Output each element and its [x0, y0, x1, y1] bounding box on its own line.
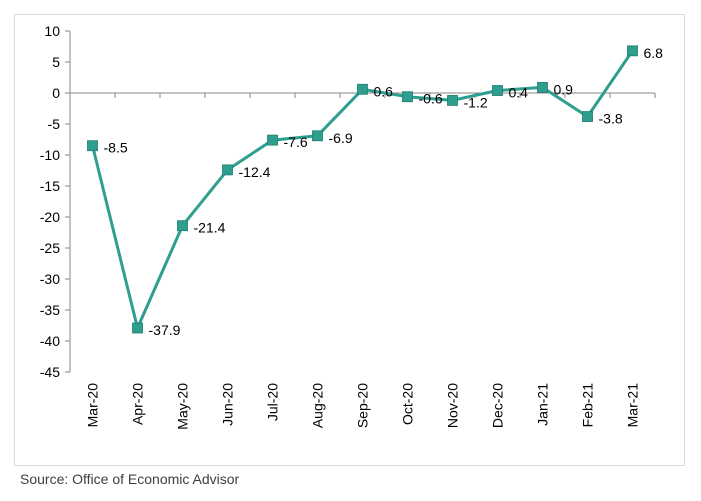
data-point-marker [222, 164, 233, 176]
data-point-marker [312, 130, 323, 142]
y-tick-label: -40 [40, 333, 60, 349]
data-label: 0.6 [374, 83, 394, 99]
x-tick-label: Apr-20 [130, 383, 146, 425]
y-tick-label: -5 [48, 116, 61, 132]
data-label: -7.6 [284, 134, 308, 150]
data-labels: -8.5 -37.9 -21.4 -12.4 -7.6 -6.9 0.6 -0.6 -1.2 0.… [104, 45, 664, 338]
y-tick-label: -45 [40, 364, 60, 380]
data-label: 0.9 [554, 81, 574, 97]
y-tick-label: -25 [40, 240, 60, 256]
x-tick-label: Feb-21 [580, 383, 596, 428]
data-point-marker [87, 140, 98, 152]
x-axis-tick-labels: Mar-20 Apr-20 May-20 Jun-20 Jul-20 Aug-20 Sep-… [85, 383, 641, 430]
data-point-marker [627, 45, 638, 57]
data-label: -21.4 [194, 220, 226, 236]
x-tick-label: Oct-20 [400, 383, 416, 425]
data-label: -12.4 [239, 164, 271, 180]
x-tick-label: Jan-21 [535, 383, 551, 426]
data-point-marker [402, 91, 413, 103]
data-point-marker [267, 134, 278, 146]
data-label: -0.6 [419, 91, 443, 107]
y-tick-label: 10 [44, 23, 60, 39]
x-tick-label: Jun-20 [220, 383, 236, 426]
data-label: -37.9 [149, 322, 181, 338]
y-tick-label: -30 [40, 271, 60, 287]
data-point-marker [357, 83, 368, 95]
data-label: -8.5 [104, 140, 128, 156]
x-tick-label: Mar-20 [85, 383, 101, 428]
data-label: 6.8 [644, 45, 664, 61]
data-label: 0.4 [509, 85, 529, 101]
x-tick-label: Nov-20 [445, 383, 461, 428]
chart-frame [14, 14, 685, 466]
x-tick-label: Mar-21 [625, 383, 641, 428]
x-tick-label: Dec-20 [490, 383, 506, 428]
data-point-marker [177, 220, 188, 232]
series-markers [87, 45, 638, 334]
y-tick-label: 0 [52, 85, 60, 101]
data-label: -1.2 [464, 94, 488, 110]
data-point-marker [492, 85, 503, 96]
data-point-marker [447, 95, 458, 106]
data-label: -6.9 [329, 130, 353, 146]
y-axis-tick-labels: 10 5 0 -5 -10 -15 -20 -25 -30 -35 -40 -45 [40, 23, 60, 380]
line-chart: 10 5 0 -5 -10 -15 -20 -25 -30 -35 -40 -45 Mar-20 Apr… [40, 23, 664, 430]
y-tick-label: -20 [40, 209, 60, 225]
y-tick-label: 5 [52, 54, 60, 70]
data-label: -3.8 [599, 111, 623, 127]
y-tick-label: -15 [40, 178, 60, 194]
source-note: Source: Office of Economic Advisor [20, 471, 240, 487]
x-tick-label: Sep-20 [355, 383, 371, 428]
x-tick-label: May-20 [175, 383, 191, 430]
data-point-marker [582, 111, 593, 122]
data-point-marker [132, 322, 143, 334]
x-tick-label: Jul-20 [265, 383, 281, 421]
data-point-marker [537, 82, 548, 93]
chart-axes [65, 30, 656, 373]
y-tick-label: -10 [40, 147, 60, 163]
y-tick-label: -35 [40, 302, 60, 318]
x-tick-label: Aug-20 [310, 383, 326, 428]
